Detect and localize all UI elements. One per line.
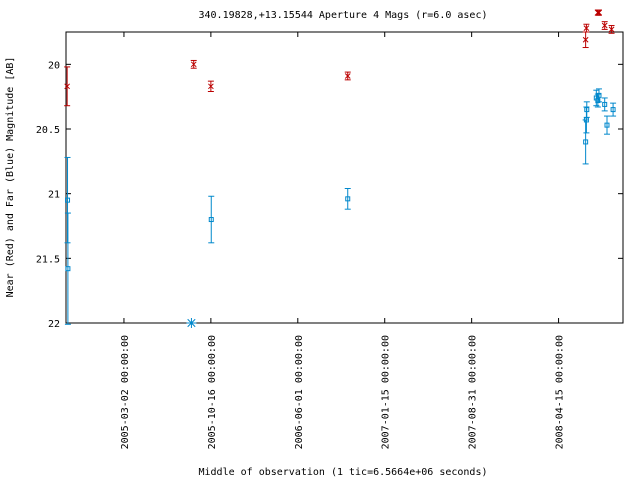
data-point <box>344 73 351 79</box>
x-tick-label: 2007-08-31 00:00:00 <box>468 335 479 449</box>
y-tick-label: 21.5 <box>36 254 60 265</box>
data-point <box>190 61 197 68</box>
x-tick-label: 2005-10-16 00:00:00 <box>207 335 218 449</box>
x-tick-label: 2007-01-15 00:00:00 <box>381 335 392 449</box>
special-marker <box>186 318 197 328</box>
series-layer <box>64 9 617 328</box>
data-point <box>604 122 610 128</box>
data-point-stroke-b <box>208 83 214 90</box>
data-point-stroke-b <box>608 26 615 33</box>
data-point-stroke-b <box>190 61 197 68</box>
data-point-stroke-b <box>344 73 351 79</box>
data-point <box>583 25 590 31</box>
y-axis: 20 20.5 21 21.5 22 <box>36 60 623 330</box>
data-point-stroke-b <box>583 25 590 31</box>
data-point <box>208 217 214 223</box>
data-point-stroke-b <box>596 9 602 16</box>
data-point <box>65 266 71 272</box>
data-point <box>610 107 616 113</box>
data-point <box>608 26 615 33</box>
data-point-stroke-b <box>594 9 601 16</box>
data-point <box>596 92 602 98</box>
y-tick-label: 20 <box>48 60 60 71</box>
data-point <box>596 9 602 16</box>
data-point <box>595 98 601 104</box>
x-axis-label: Middle of observation (1 tic=6.5664e+06 … <box>199 467 488 478</box>
y-axis-label: Near (Red) and Far (Blue) Magnitude [AB] <box>5 57 16 298</box>
x-axis: 2005-03-02 00:00:00 2005-10-16 00:00:00 20… <box>120 32 566 449</box>
data-point <box>583 117 589 123</box>
chart-title: 340.19828,+13.15544 Aperture 4 Mags (r=6… <box>199 10 488 21</box>
y-tick-label: 22 <box>48 319 60 330</box>
y-tick-label: 21 <box>48 190 60 201</box>
data-point-stroke-b <box>64 83 70 90</box>
data-point <box>584 107 590 113</box>
data-point <box>594 9 601 16</box>
y-tick-label: 20.5 <box>36 125 60 136</box>
x-tick-label: 2005-03-02 00:00:00 <box>120 335 131 449</box>
data-point <box>65 197 71 203</box>
data-point <box>208 83 214 90</box>
data-point <box>582 36 589 43</box>
data-point <box>583 139 589 145</box>
data-point <box>601 22 608 29</box>
series-1 <box>64 88 617 325</box>
x-tick-label: 2006-06-01 00:00:00 <box>294 335 305 449</box>
data-point <box>602 101 608 107</box>
data-point-stroke-b <box>601 22 608 29</box>
special-marker-stroke <box>187 318 196 328</box>
data-point <box>64 83 70 90</box>
plot-frame <box>65 31 624 324</box>
series-0 <box>64 9 615 107</box>
data-point <box>345 196 351 202</box>
x-tick-label: 2008-04-15 00:00:00 <box>555 335 566 449</box>
data-point-stroke-b <box>582 36 589 43</box>
